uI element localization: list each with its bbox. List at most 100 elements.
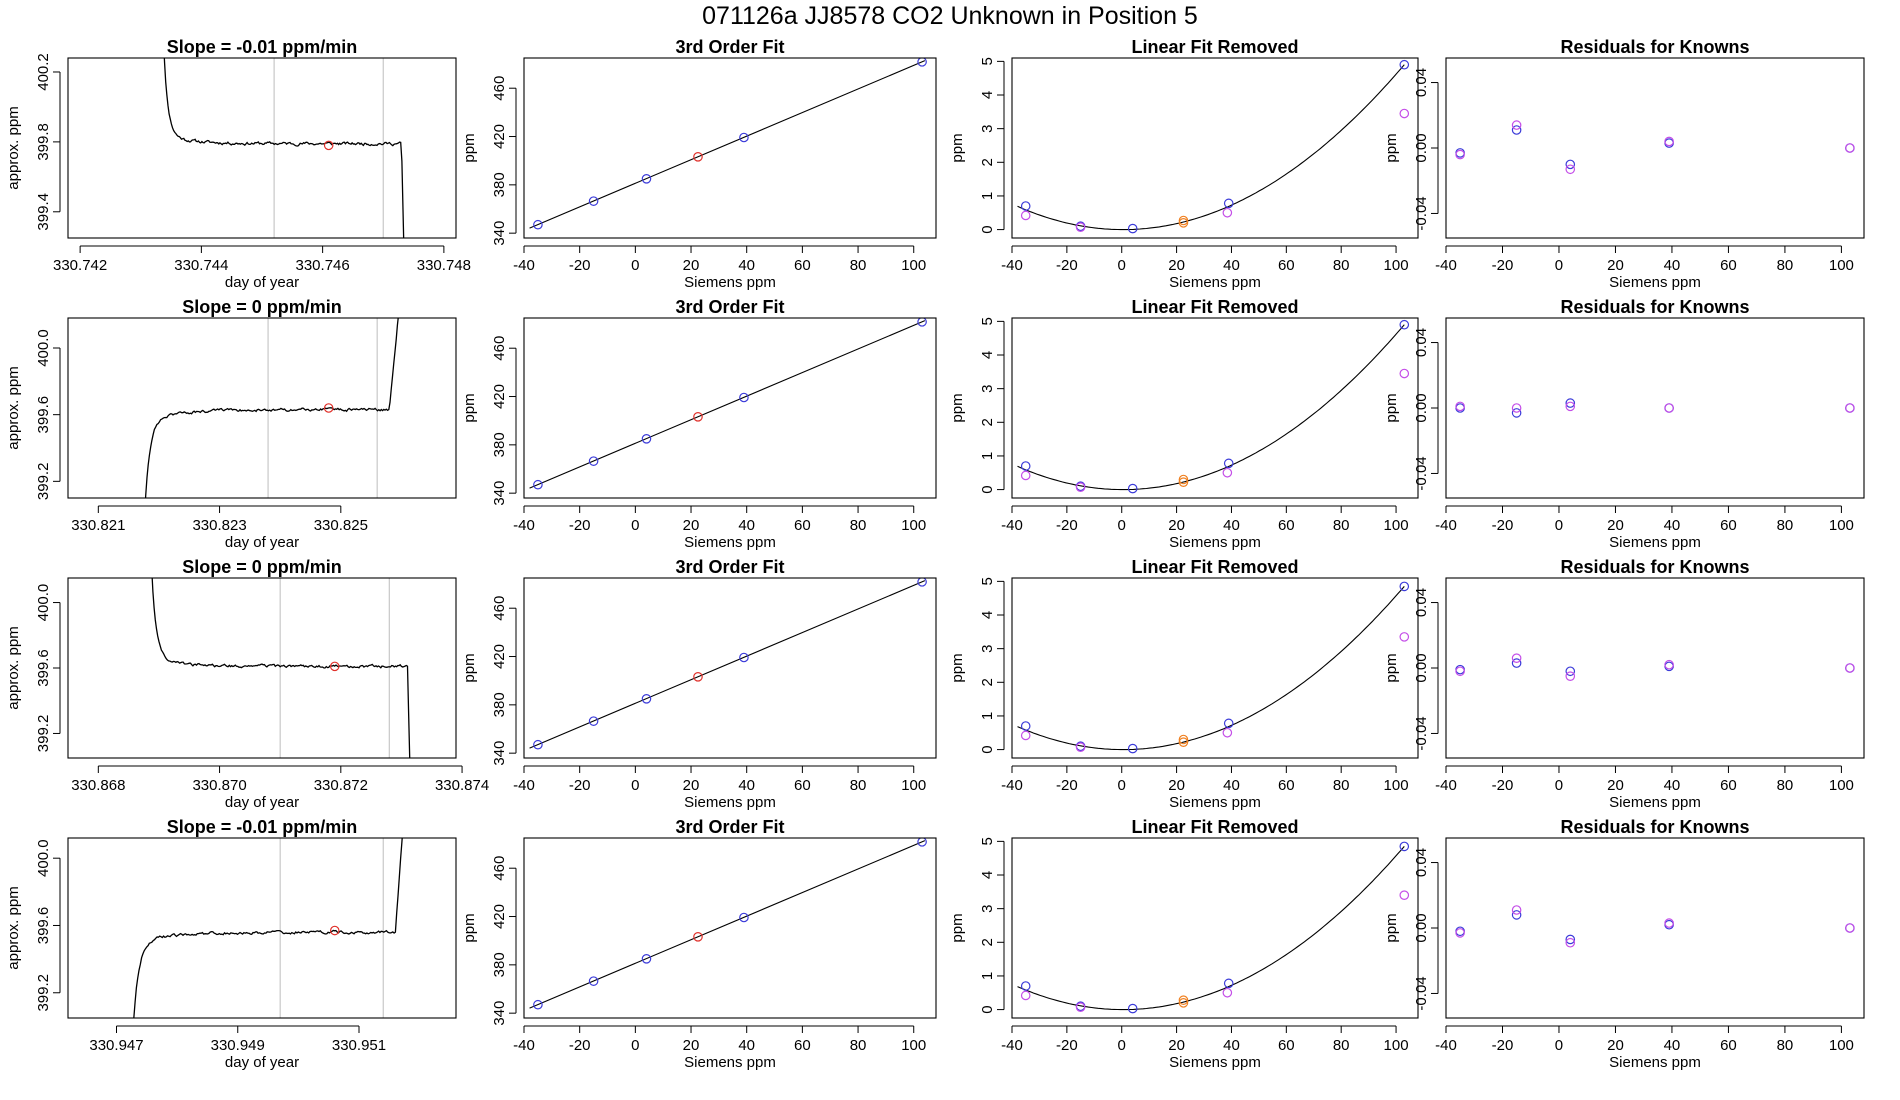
y-tick-label: 0.00 [1413,653,1430,682]
plot-frame [1445,317,1865,499]
data-point-blue [588,976,599,986]
y-tick-label: 0 [979,1005,996,1013]
y-tick-label: 399.2 [35,463,52,501]
x-tick-label: 0 [631,777,639,794]
plot-area [1455,905,1855,948]
plot-frame [1445,577,1865,759]
y-axis-label: ppm [1383,133,1400,162]
quadratic-curve [1017,324,1405,491]
x-tick-label: 40 [738,257,755,274]
plot-frame [67,837,457,1019]
x-tick-label: 330.825 [314,517,368,534]
data-point-blue [533,219,543,230]
quadratic-curve [1017,846,1405,1011]
y-tick-label: 380 [491,172,508,197]
data-point-magenta [1565,401,1576,412]
x-tick-label: 0 [631,257,639,274]
concentration-trace [151,578,411,758]
data-point-magenta [1845,143,1855,153]
data-point-magenta [1075,742,1086,753]
x-tick-label: 40 [1223,777,1240,794]
data-point-blue [1565,934,1576,945]
chart-title: Slope = 0 ppm/min [182,297,342,317]
fit-line [529,580,926,749]
data-point-blue [1020,201,1031,211]
y-tick-label: 420 [491,124,508,149]
x-tick-label: 0 [1118,517,1126,534]
data-point-magenta [1020,470,1031,481]
x-tick-label: 330.949 [211,1037,265,1054]
x-tick-label: 40 [738,1037,755,1054]
x-tick-label: 330.872 [314,777,368,794]
data-point-magenta [1455,928,1465,938]
x-tick-label: 40 [1223,1037,1240,1054]
data-point-magenta [1565,164,1576,175]
x-tick-label: 100 [1384,1037,1409,1054]
data-point-magenta [1511,653,1522,663]
y-tick-label: 4 [979,871,996,879]
chart-panel-resid-row2: Residuals for Knowns -40 -20 0 20 40 60 80 100 Si… [1383,297,1865,551]
y-tick-label: 3 [979,384,996,392]
x-tick-label: -40 [1001,517,1023,534]
x-axis-label: day of year [225,794,299,811]
plot-area [529,318,927,490]
data-point-magenta [1020,730,1031,741]
x-tick-label: 100 [901,257,926,274]
y-tick-label: 0.00 [1413,913,1430,942]
x-tick-label: -40 [513,517,535,534]
y-axis-label: approx. ppm [5,886,22,969]
y-tick-label: 340 [491,481,508,506]
chart-title: 3rd Order Fit [675,557,784,577]
x-tick-label: 330.746 [296,257,350,274]
x-tick-label: 80 [1777,777,1794,794]
x-tick-label: 60 [794,257,811,274]
data-point-blue [1511,658,1522,668]
data-point-blue [739,132,749,143]
x-tick-label: 100 [1829,257,1854,274]
x-tick-label: -20 [569,777,591,794]
y-tick-label: 0.04 [1413,588,1430,617]
data-point-magenta [1664,136,1674,147]
plot-frame [1445,837,1865,1019]
data-point-blue [533,739,543,750]
chart-panel-resid-row3: Residuals for Knowns -40 -20 0 20 40 60 80 100 Si… [1383,557,1865,811]
y-tick-label: 399.6 [35,396,52,434]
x-tick-label: 20 [683,257,700,274]
x-tick-label: 0 [1555,777,1563,794]
y-tick-label: 0 [979,225,996,233]
y-tick-label: 400.0 [35,584,52,622]
data-point-magenta [1222,987,1233,998]
quadratic-curve [1017,586,1405,751]
y-axis-label: approx. ppm [5,366,22,449]
data-point-orange [1178,995,1189,1005]
sample-mean-point [323,403,334,413]
x-tick-label: 0 [631,1037,639,1054]
x-tick-label: -20 [1056,777,1078,794]
x-tick-label: 330.874 [435,777,489,794]
data-point-magenta [1075,222,1086,233]
y-tick-label: 0.04 [1413,328,1430,357]
chart-title: Linear Fit Removed [1131,817,1298,837]
y-tick-label: 400.0 [35,329,52,367]
y-tick-label: 340 [491,1001,508,1026]
x-tick-label: 100 [1829,1037,1854,1054]
x-axis-label: Siemens ppm [1609,534,1701,551]
y-tick-label: 460 [491,76,508,101]
data-point-blue [739,392,749,403]
y-axis-label: ppm [949,393,966,422]
x-axis-label: Siemens ppm [1609,274,1701,291]
y-tick-label: -0.04 [1413,456,1430,490]
data-point-magenta [1511,403,1522,413]
concentration-trace [133,838,403,1018]
y-axis-label: approx. ppm [5,626,22,709]
x-tick-label: 20 [1168,777,1185,794]
x-axis-label: Siemens ppm [684,274,776,291]
data-point-blue [1127,483,1138,494]
data-point-magenta [1020,990,1031,1001]
data-point-magenta [1455,666,1465,677]
y-tick-label: 4 [979,351,996,359]
y-axis-label: ppm [461,393,478,422]
x-tick-label: 60 [1278,777,1295,794]
data-point-blue [739,912,749,923]
concentration-trace [144,318,399,498]
